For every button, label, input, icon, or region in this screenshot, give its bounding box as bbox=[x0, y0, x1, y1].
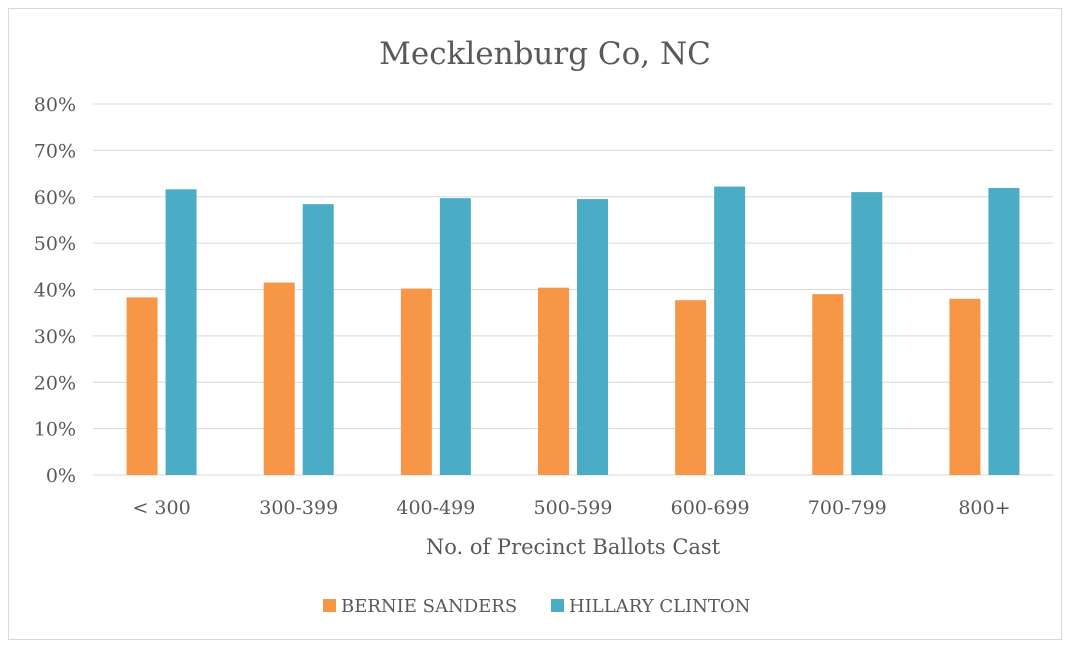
x-tick-label: 800+ bbox=[958, 497, 1010, 519]
y-tick-label: 80% bbox=[34, 94, 76, 116]
x-axis-ticks: < 300 300-399 400-499 500-599 600-699 700-799… bbox=[132, 497, 1010, 519]
legend-label: BERNIE SANDERS bbox=[341, 596, 517, 617]
x-tick-label: < 300 bbox=[132, 497, 190, 519]
gridlines bbox=[93, 103, 1053, 476]
y-tick-label: 0% bbox=[46, 465, 76, 487]
x-tick-label: 300-399 bbox=[259, 497, 338, 519]
bar-clinton bbox=[577, 199, 608, 475]
x-tick-label: 700-799 bbox=[808, 497, 887, 519]
x-tick-label: 400-499 bbox=[396, 497, 475, 519]
chart-title: Mecklenburg Co, NC bbox=[379, 36, 711, 72]
legend: BERNIE SANDERS HILLARY CLINTON bbox=[323, 596, 750, 617]
legend-label: HILLARY CLINTON bbox=[569, 596, 750, 617]
bar-sanders bbox=[675, 300, 707, 475]
legend-item-clinton: HILLARY CLINTON bbox=[551, 596, 750, 617]
bar-sanders bbox=[949, 298, 981, 475]
x-tick-label: 600-699 bbox=[671, 497, 750, 519]
x-tick-label: 500-599 bbox=[534, 497, 613, 519]
bar-sanders bbox=[263, 282, 295, 475]
bar-clinton bbox=[714, 186, 746, 476]
legend-item-sanders: BERNIE SANDERS bbox=[323, 596, 517, 617]
bar-clinton bbox=[988, 187, 1020, 475]
bar-sanders bbox=[126, 297, 158, 475]
bar-clinton bbox=[165, 189, 197, 475]
legend-swatch bbox=[551, 599, 564, 612]
bar-clinton bbox=[302, 204, 334, 476]
y-tick-label: 20% bbox=[34, 372, 76, 394]
bar-sanders bbox=[812, 294, 844, 475]
y-tick-label: 60% bbox=[34, 187, 76, 209]
y-axis-ticks: 0% 10% 20% 30% 40% 50% 60% 70% 80% bbox=[34, 94, 76, 487]
y-tick-label: 40% bbox=[34, 280, 76, 302]
y-tick-label: 30% bbox=[34, 326, 76, 348]
y-tick-label: 50% bbox=[34, 233, 76, 255]
bar-clinton bbox=[439, 198, 471, 476]
y-tick-label: 10% bbox=[34, 419, 76, 441]
bar-sanders bbox=[400, 288, 432, 475]
bars bbox=[126, 186, 1020, 476]
bar-sanders bbox=[538, 287, 569, 475]
bar-clinton bbox=[851, 192, 883, 476]
y-tick-label: 70% bbox=[34, 140, 76, 162]
x-axis-label: No. of Precinct Ballots Cast bbox=[426, 535, 721, 559]
legend-swatch bbox=[323, 599, 336, 612]
